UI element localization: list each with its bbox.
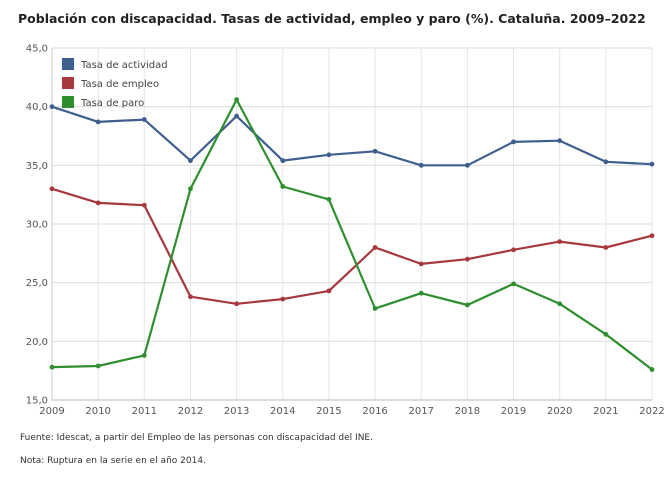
x-tick-label: 2017	[409, 406, 434, 417]
x-tick-label: 2013	[224, 406, 249, 417]
series-line	[51, 98, 653, 371]
data-point	[557, 239, 563, 245]
data-point	[511, 139, 516, 145]
chart-title: Población con discapacidad. Tasas de act…	[18, 11, 646, 26]
data-point	[280, 184, 286, 189]
data-point	[141, 202, 147, 208]
data-point	[280, 296, 286, 302]
data-point	[95, 363, 101, 369]
x-tick-label: 2010	[85, 406, 110, 417]
legend-swatch	[62, 96, 74, 108]
legend-label: Tasa de actividad	[80, 60, 168, 71]
data-point	[603, 245, 609, 250]
data-point	[511, 247, 516, 253]
data-point	[49, 104, 55, 110]
data-point	[141, 353, 147, 358]
y-tick-label: 35,0	[26, 161, 48, 172]
source-note: Fuente: Idescat, a partir del Empleo de …	[20, 433, 373, 443]
data-point	[418, 162, 424, 168]
data-point	[603, 159, 609, 165]
data-point	[49, 364, 55, 370]
x-tick-label: 2014	[270, 406, 295, 417]
data-point	[372, 245, 378, 250]
series-break-note: Nota: Ruptura en la serie en el año 2014…	[20, 456, 206, 466]
data-point	[649, 233, 655, 239]
data-point	[326, 288, 332, 294]
series-line	[51, 187, 653, 305]
y-tick-label: 30,0	[26, 220, 48, 231]
x-tick-label: 2019	[501, 406, 526, 417]
data-point	[557, 138, 563, 144]
y-tick-label: 45,0	[26, 44, 48, 55]
data-point	[511, 281, 516, 287]
data-point	[280, 158, 286, 164]
data-point	[95, 119, 101, 125]
legend-swatch	[62, 58, 74, 70]
series-line	[51, 105, 653, 167]
data-point	[557, 301, 563, 307]
data-point	[464, 162, 470, 168]
x-tick-label: 2018	[455, 406, 480, 417]
data-point	[188, 294, 193, 300]
x-tick-label: 2016	[362, 406, 387, 417]
y-tick-label: 25,0	[26, 278, 48, 289]
data-point	[326, 196, 332, 202]
data-point	[372, 148, 378, 154]
data-point	[95, 200, 101, 206]
data-point	[418, 290, 424, 296]
legend-label: Tasa de paro	[80, 98, 144, 109]
data-point	[234, 301, 240, 307]
data-point	[49, 186, 55, 192]
data-point	[418, 261, 424, 267]
data-point	[234, 97, 240, 103]
y-tick-label: 15,0	[26, 396, 48, 407]
legend-swatch	[62, 77, 74, 89]
x-tick-label: 2009	[39, 406, 64, 417]
x-tick-label: 2012	[178, 406, 203, 417]
x-tick-label: 2011	[132, 406, 157, 417]
data-point	[372, 306, 378, 311]
data-point	[188, 158, 193, 164]
x-tick-label: 2020	[547, 406, 572, 417]
data-point	[326, 152, 332, 158]
data-point	[649, 367, 655, 372]
data-point	[188, 186, 193, 192]
y-tick-label: 20,0	[26, 337, 48, 348]
data-point	[603, 331, 609, 337]
x-tick-label: 2021	[593, 406, 618, 417]
data-point	[141, 117, 147, 122]
x-tick-label: 2015	[316, 406, 341, 417]
y-tick-label: 40,0	[26, 102, 48, 113]
legend-label: Tasa de empleo	[80, 79, 159, 90]
data-point	[464, 302, 470, 308]
data-point	[649, 161, 655, 167]
data-point	[234, 113, 240, 119]
x-tick-label: 2022	[639, 406, 664, 417]
data-point	[464, 256, 470, 262]
